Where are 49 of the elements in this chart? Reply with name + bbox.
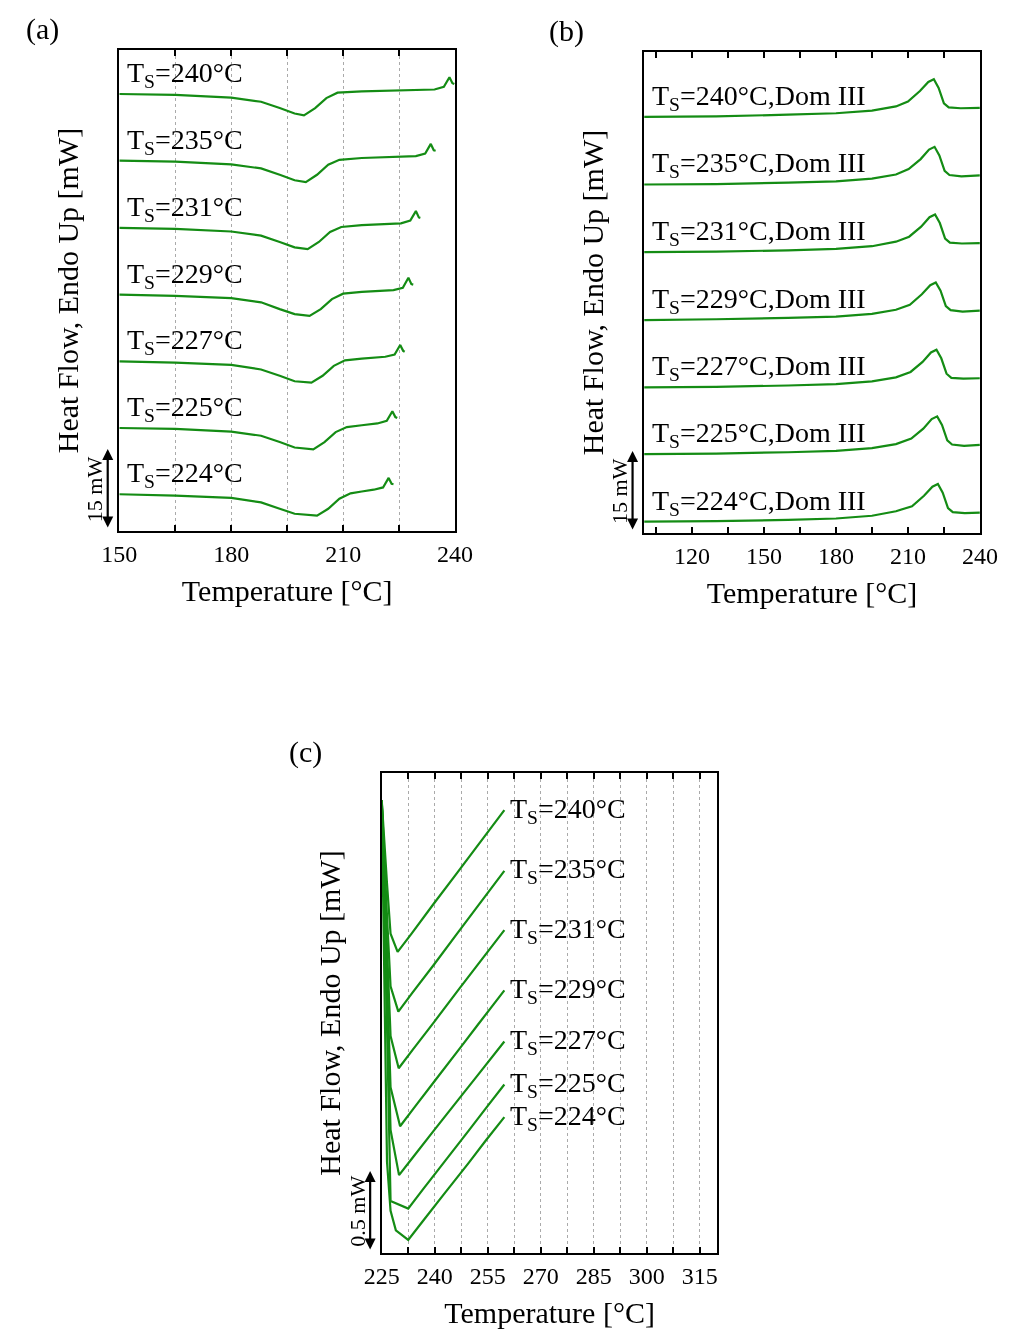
x-tick-label: 300 <box>628 1262 665 1289</box>
text: 0.5 mW <box>344 1175 370 1247</box>
series-label: T$_{S}$=227°C,Dom III <box>652 350 866 385</box>
x-tick-label: 210 <box>325 540 362 567</box>
series-label: T$_{S}$=227°C <box>510 1024 626 1059</box>
series-label: T$_{S}$=227°C <box>127 324 243 359</box>
chart-title: (a) <box>26 12 60 46</box>
x-tick-label: 210 <box>889 542 926 569</box>
x-tick-label: 150 <box>746 542 783 569</box>
x-tick-label: 240 <box>416 1262 453 1289</box>
x-tick-label: 180 <box>817 542 854 569</box>
chart-title: (c) <box>289 735 323 769</box>
series-label: T$_{S}$=240°C,Dom III <box>652 80 866 115</box>
series-label: T$_{S}$=229°C <box>510 973 626 1008</box>
chart-title: (b) <box>549 14 584 48</box>
series-label: T$_{S}$=235°C,Dom III <box>652 147 866 182</box>
x-tick-label: 315 <box>681 1262 718 1289</box>
series-label: T$_{S}$=224°C <box>510 1100 626 1135</box>
x-tick-label: 120 <box>674 542 711 569</box>
x-tick-label: 225 <box>363 1262 400 1289</box>
x-tick-label: 270 <box>522 1262 559 1289</box>
series-label: T$_{S}$=231°C,Dom III <box>652 215 866 250</box>
x-axis-title: Temperature [°C] <box>181 573 393 607</box>
x-tick-label: 285 <box>575 1262 612 1289</box>
series-label: T$_{S}$=224°C,Dom III <box>652 485 866 520</box>
text: 15 mW <box>607 458 633 525</box>
x-tick-label: 255 <box>469 1262 506 1289</box>
x-tick-label: 180 <box>213 540 250 567</box>
x-axis-title: Temperature [°C] <box>444 1295 655 1329</box>
y-axis-title: Heat Flow, Endo Up [mW] <box>313 850 347 1176</box>
y-axis-title: Heat Flow, Endo Up [mW] <box>50 127 84 454</box>
series-label: T$_{S}$=235°C <box>510 853 626 888</box>
series-label: T$_{S}$=229°C <box>127 258 243 293</box>
x-axis-title: Temperature [°C] <box>706 575 918 609</box>
x-tick-label: 240 <box>437 540 474 567</box>
series-label: T$_{S}$=240°C <box>127 57 243 92</box>
series-label: T$_{S}$=240°C <box>510 793 626 828</box>
series-label: T$_{S}$=225°C <box>510 1067 626 1102</box>
series-label: T$_{S}$=224°C <box>127 457 243 492</box>
y-axis-title: Heat Flow, Endo Up [mW] <box>575 129 609 456</box>
series-label: T$_{S}$=225°C,Dom III <box>652 417 866 452</box>
x-tick-label: 240 <box>961 542 998 569</box>
series-label: T$_{S}$=231°C <box>510 913 626 948</box>
series-label: T$_{S}$=231°C <box>127 191 243 226</box>
series-label: T$_{S}$=229°C,Dom III <box>652 283 866 318</box>
x-tick-label: 150 <box>101 540 138 567</box>
text: 15 mW <box>82 456 108 523</box>
series-label: T$_{S}$=225°C <box>127 391 243 426</box>
series-label: T$_{S}$=235°C <box>127 124 243 159</box>
